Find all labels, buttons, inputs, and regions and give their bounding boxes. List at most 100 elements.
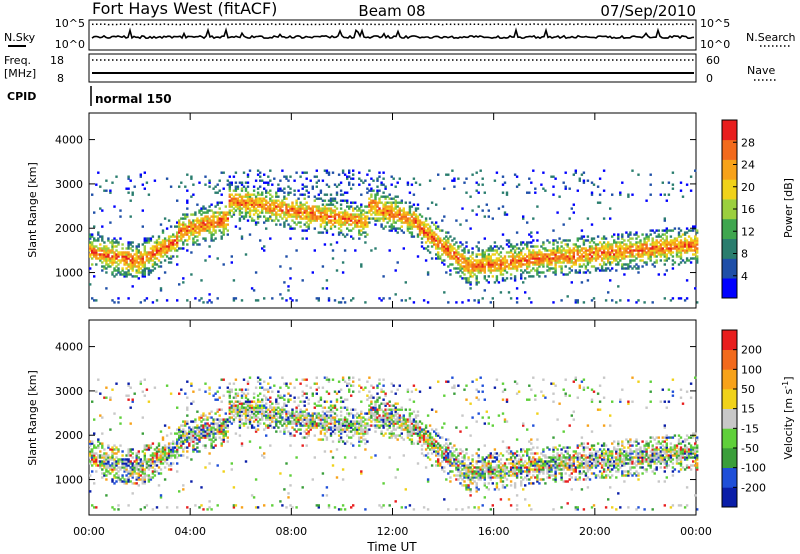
- power-cell: [428, 225, 432, 228]
- velocity-cell: [176, 428, 179, 431]
- velocity-cell: [220, 400, 223, 403]
- power-cell: [465, 191, 468, 194]
- power-cell: [629, 241, 632, 244]
- power-cell: [135, 253, 138, 256]
- power-cell: [675, 247, 679, 250]
- power-cell: [256, 199, 260, 202]
- power-cell: [331, 203, 335, 206]
- power-cell: [633, 249, 636, 252]
- power-cell: [348, 169, 351, 172]
- power-cell: [153, 179, 157, 182]
- power-cell: [509, 273, 513, 276]
- power-cell: [637, 247, 640, 250]
- power-cell: [673, 247, 677, 250]
- power-cell: [400, 299, 403, 302]
- power-cell: [507, 239, 511, 242]
- velocity-cell: [194, 430, 197, 433]
- velocity-cell: [131, 398, 134, 401]
- power-cell: [226, 211, 229, 214]
- velocity-cell: [246, 408, 250, 411]
- power-cell: [157, 247, 161, 250]
- power-cell: [536, 251, 539, 254]
- power-cell: [202, 219, 205, 222]
- power-cell: [109, 265, 112, 268]
- velocity-cell: [93, 482, 96, 485]
- power-cell: [568, 239, 571, 242]
- power-cell: [214, 225, 217, 228]
- power-cell: [196, 231, 199, 234]
- power-cell: [246, 175, 250, 178]
- power-cell: [341, 213, 345, 216]
- power-cell: [236, 193, 240, 196]
- velocity-cell: [153, 452, 157, 455]
- power-cell: [414, 217, 418, 220]
- power-cell: [305, 207, 308, 210]
- velocity-cell: [303, 418, 306, 421]
- power-cell: [574, 249, 577, 252]
- velocity-cell: [293, 386, 296, 389]
- power-cell: [382, 191, 385, 194]
- power-cell: [364, 225, 367, 228]
- power-cell: [520, 275, 523, 278]
- power-cell: [443, 215, 446, 218]
- power-cell: [669, 299, 673, 302]
- power-cell: [269, 179, 272, 182]
- power-cell: [378, 207, 381, 210]
- power-cell: [248, 211, 252, 214]
- power-cell: [505, 243, 509, 246]
- velocity-cell: [129, 386, 132, 389]
- power-cell: [263, 207, 266, 210]
- power-cell: [180, 229, 183, 232]
- power-cell: [475, 181, 478, 184]
- velocity-cell: [285, 418, 288, 421]
- power-cell: [487, 247, 490, 250]
- power-cell: [327, 199, 331, 202]
- velocity-cell: [254, 478, 258, 481]
- power-cell: [165, 245, 169, 248]
- velocity-cell: [117, 460, 120, 463]
- power-cell: [536, 239, 539, 242]
- power-cell: [374, 201, 377, 204]
- power-cell: [101, 225, 104, 228]
- power-cell: [327, 207, 331, 210]
- power-cell: [192, 193, 195, 196]
- power-cell: [119, 209, 122, 212]
- power-cell: [657, 241, 660, 244]
- power-cell: [596, 235, 600, 238]
- velocity-cell: [113, 476, 116, 479]
- power-cell: [131, 191, 134, 194]
- power-cell: [435, 257, 438, 260]
- power-cell: [499, 255, 503, 258]
- power-cell: [113, 205, 116, 208]
- velocity-cell: [161, 458, 165, 461]
- velocity-cell: [295, 430, 298, 433]
- power-cell: [352, 213, 355, 216]
- power-cell: [265, 227, 268, 230]
- power-cell: [420, 245, 424, 248]
- power-cell: [394, 229, 397, 232]
- power-cell: [343, 235, 347, 238]
- power-cell: [655, 249, 658, 252]
- power-cell: [269, 169, 272, 172]
- power-cell: [495, 171, 499, 174]
- power-cell: [513, 245, 517, 248]
- power-cell: [451, 245, 454, 248]
- power-cell: [250, 197, 254, 200]
- power-cell: [180, 235, 183, 238]
- power-cell: [103, 259, 106, 262]
- power-cell: [495, 245, 499, 248]
- velocity-cell: [192, 426, 195, 429]
- velocity-cell: [238, 388, 242, 391]
- power-cell: [570, 255, 573, 258]
- velocity-cell: [222, 378, 225, 381]
- power-cell: [635, 243, 638, 246]
- power-cell: [165, 299, 169, 302]
- velocity-cell: [190, 440, 193, 443]
- velocity-cell: [131, 452, 134, 455]
- power-cell: [244, 253, 248, 256]
- velocity-cell: [232, 404, 236, 407]
- power-cell: [586, 235, 590, 238]
- power-cell: [600, 253, 604, 256]
- power-cell: [659, 247, 662, 250]
- power-cell: [459, 267, 462, 270]
